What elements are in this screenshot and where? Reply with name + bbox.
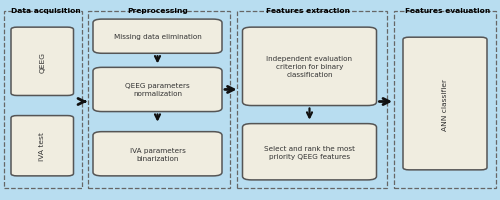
Bar [394, 12, 496, 188]
FancyBboxPatch shape [93, 132, 222, 176]
FancyBboxPatch shape [242, 124, 376, 180]
Text: Data acquisition: Data acquisition [11, 8, 81, 14]
Text: QEEG: QEEG [39, 52, 45, 72]
Text: Missing data elimination: Missing data elimination [114, 34, 202, 40]
Bar [4, 12, 82, 188]
Bar [88, 12, 230, 188]
FancyBboxPatch shape [11, 28, 74, 96]
Text: QEEG parameters
normalization: QEEG parameters normalization [125, 83, 190, 97]
Text: Independent evaluation
criterion for binary
classification: Independent evaluation criterion for bin… [266, 56, 352, 78]
Bar [237, 12, 387, 188]
FancyBboxPatch shape [242, 28, 376, 106]
Text: Features extraction: Features extraction [266, 8, 349, 14]
FancyBboxPatch shape [93, 20, 222, 54]
Text: ANN classifier: ANN classifier [442, 78, 448, 130]
Text: Features evaluation: Features evaluation [405, 8, 490, 14]
FancyBboxPatch shape [403, 38, 487, 170]
FancyBboxPatch shape [11, 116, 74, 176]
Text: IVA test: IVA test [39, 132, 45, 160]
FancyBboxPatch shape [93, 68, 222, 112]
Text: Preprocessing: Preprocessing [127, 8, 188, 14]
Text: Select and rank the most
priority QEEG features: Select and rank the most priority QEEG f… [264, 145, 355, 159]
Text: IVA parameters
binarization: IVA parameters binarization [130, 147, 186, 161]
